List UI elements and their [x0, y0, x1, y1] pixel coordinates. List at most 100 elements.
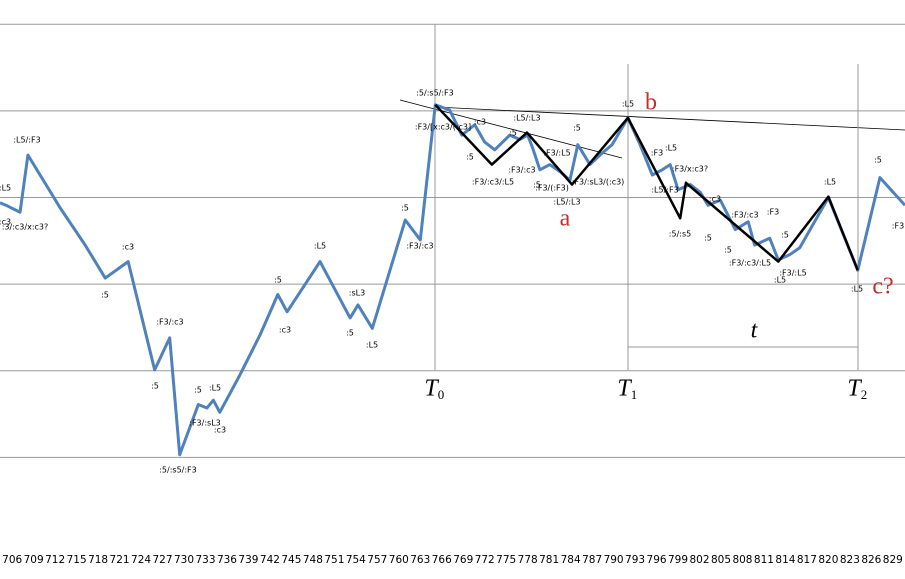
wave-annotation: :5/:s5/:F3 [416, 89, 454, 98]
wave-annotation: :5/:s5 [669, 230, 691, 239]
x-tick-label: 724 [131, 554, 151, 566]
time-mark-sub: 0 [438, 387, 445, 402]
wave-annotation: :5 [874, 156, 882, 165]
wave-annotation: :5/:s5/:F3 [159, 466, 197, 475]
x-tick-label: 802 [689, 554, 709, 566]
wave-annotation: :L5 [0, 184, 11, 193]
wave-annotation: :F3 [767, 208, 779, 217]
time-mark-sub: 2 [861, 387, 868, 402]
x-tick-label: 808 [732, 554, 752, 566]
wave-annotation: :5 [533, 181, 541, 190]
wave-annotation: :c3 [279, 326, 291, 335]
wave-annotation: :F3/:c3 [406, 242, 433, 251]
x-tick-label: 763 [410, 554, 430, 566]
wave-annotation: :L5/:F3 [13, 136, 40, 145]
time-mark-sub: 1 [631, 387, 638, 402]
x-tick-label: 751 [324, 554, 344, 566]
x-tick-label: 706 [2, 554, 22, 566]
wave-annotation: :F3/(:F3) [535, 184, 569, 193]
x-tick-label: 745 [281, 554, 301, 566]
wave-annotation: :L5/:L3 [513, 114, 540, 123]
wave-annotation: :c3 [709, 195, 721, 204]
x-tick-label: 733 [195, 554, 215, 566]
wave-annotation: :F3/:sL3 [189, 419, 221, 428]
x-tick-label: 739 [238, 554, 258, 566]
x-tick-label: 817 [797, 554, 817, 566]
x-tick-label: 805 [711, 554, 731, 566]
x-tick-label: 742 [260, 554, 280, 566]
wave-annotation: :F3/:c3/:L5 [729, 259, 771, 268]
x-tick-label: 796 [647, 554, 667, 566]
wave-annotation: :L5 [851, 285, 863, 294]
wave-annotation: :c3 [122, 243, 134, 252]
wave-annotation: :5 [466, 153, 474, 162]
wave-annotation: :L5 [824, 178, 836, 187]
wave-label: c? [872, 274, 893, 300]
wave-annotation: :L5 [366, 341, 378, 350]
x-tick-label: 766 [432, 554, 452, 566]
wave-annotation: :F3/x:c3? [672, 165, 708, 174]
wave-annotation: :5 [781, 231, 789, 240]
wave-annotation: :L5 [774, 276, 786, 285]
series-line [0, 103, 905, 457]
wave-annotation: :3/:c3/x:c3? [2, 223, 49, 232]
x-tick-label: 772 [475, 554, 495, 566]
x-tick-label: 781 [539, 554, 559, 566]
x-tick-label: 799 [668, 554, 688, 566]
wave-annotation: :F3/:c3 [156, 318, 183, 327]
x-tick-label: 793 [625, 554, 645, 566]
wave-annotation: :L5 [314, 242, 326, 251]
time-mark: T [424, 376, 439, 402]
trend-line [399, 99, 623, 159]
wave-annotation: :F3/[x:c3/(:c3] [415, 123, 471, 132]
wave-annotation: :F3/:L5 [543, 149, 570, 158]
x-tick-label: 829 [883, 554, 903, 566]
wave-label: b [645, 90, 657, 116]
x-tick-label: 757 [367, 554, 387, 566]
wave-annotation: :F3 [892, 222, 904, 231]
wave-annotation: :F3/:L5 [779, 269, 806, 278]
x-tick-label: 715 [67, 554, 87, 566]
wave-annotation: :F3 [651, 149, 663, 158]
x-tick-label: 823 [840, 554, 860, 566]
wave-annotation: :5 [101, 291, 109, 300]
x-tick-label: 784 [561, 554, 581, 566]
x-tick-label: 712 [45, 554, 65, 566]
interval-label: t [751, 318, 759, 344]
x-tick-label: 736 [217, 554, 237, 566]
wave-annotation: :5 [724, 246, 732, 255]
wave-annotation: :5 [346, 329, 354, 338]
wave-annotation: :F3/:c3 [508, 166, 535, 175]
x-tick-label: 760 [389, 554, 409, 566]
trend-line [434, 106, 905, 131]
x-tick-label: 721 [110, 554, 130, 566]
x-tick-label: 790 [604, 554, 624, 566]
x-tick-label: 826 [861, 554, 881, 566]
x-tick-label: 730 [174, 554, 194, 566]
time-mark: T [847, 376, 862, 402]
x-tick-label: 748 [303, 554, 323, 566]
wave-label: a [560, 206, 571, 232]
wave-annotation: :L5/:F3 [651, 186, 678, 195]
x-tick-label: 754 [346, 554, 366, 566]
wave-annotation: :L5 [622, 100, 634, 109]
x-tick-label: 811 [754, 554, 774, 566]
wave-annotation: :5 [274, 276, 282, 285]
x-tick-label: 778 [518, 554, 538, 566]
wave-annotation: :c3 [474, 118, 486, 127]
wave-annotation: :5 [401, 204, 409, 213]
wave-annotation: :c3 [214, 426, 226, 435]
wave-annotation: :F3/:c3 [731, 211, 758, 220]
wave-annotation: :5 [573, 124, 581, 133]
wave-annotation: :5 [194, 386, 202, 395]
wave-annotation: :5 [509, 129, 517, 138]
wave-annotation: :L5 [665, 144, 677, 153]
wave-annotation: :L5/:L3 [553, 198, 580, 207]
time-mark: T [617, 376, 632, 402]
wave-annotation: :sL3 [349, 289, 365, 298]
wave-annotation: :c3 [0, 218, 11, 227]
x-tick-label: 820 [818, 554, 838, 566]
x-tick-label: 727 [153, 554, 173, 566]
x-tick-label: 787 [582, 554, 602, 566]
